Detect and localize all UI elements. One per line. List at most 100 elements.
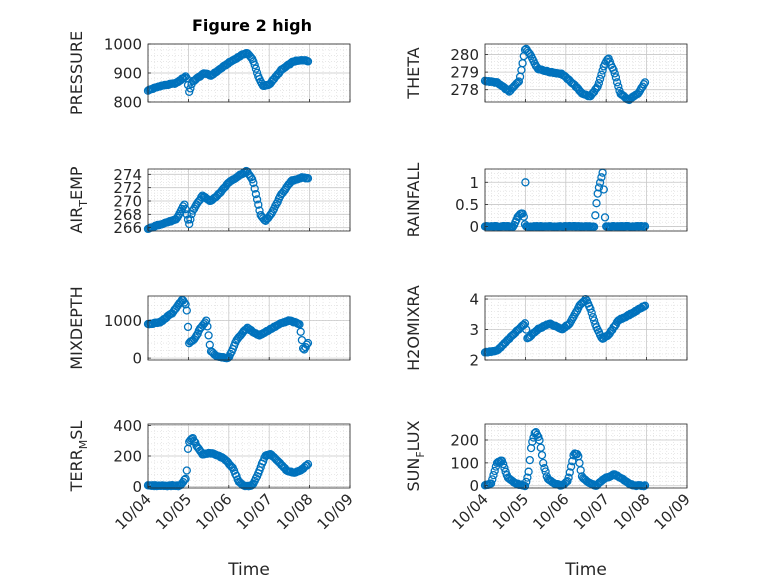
data-point [587,308,596,317]
axes-box [147,295,351,361]
y-tick-label: 266 [113,219,142,237]
data-point [180,475,189,484]
data-point [272,199,281,208]
data-point [597,173,606,182]
y-tick-label: 900 [113,65,142,83]
y-axis-label: THETA [404,47,423,99]
data-point [537,450,547,460]
data-point [250,60,259,70]
data-point [595,178,605,187]
data-point [514,77,524,86]
y-tick-label: 279 [450,64,479,82]
data-point [248,175,257,184]
y-tick-label: 278 [450,81,479,99]
data-point [295,320,304,329]
data-point [640,222,650,231]
data-point [486,479,496,488]
data-point [180,200,189,209]
data-point [189,437,199,446]
data-point [181,474,190,483]
data-point [592,84,601,93]
data-point [522,477,531,487]
y-tick-label: 0 [132,350,142,368]
y-tick-label: 1000 [104,36,142,54]
data-point [181,300,190,309]
data-point [252,195,262,204]
axes-box [484,295,688,361]
y-tick-label: 0.5 [455,196,479,214]
x-axis-label: Time [227,560,270,580]
data-point [302,340,311,349]
data-point [178,74,188,83]
data-point [251,189,261,199]
data-point [640,481,650,490]
x-tick-label: 10/05 [152,490,195,533]
data-point [639,80,648,89]
y-tick-label: 1 [469,174,479,192]
x-tick-label: 10/09 [314,490,357,533]
data-point [203,322,212,331]
y-axis-label: PRESSURE [67,31,86,115]
data-point [594,183,604,192]
y-tick-label: 0 [469,218,479,236]
data-point [519,320,528,330]
data-point [500,463,509,473]
y-axis-label: RAINFALL [404,163,423,238]
x-tick-label: 10/06 [529,490,572,533]
data-point [600,213,610,222]
data-point [182,466,191,475]
y-axis-label: AIRTEMP [67,166,90,233]
x-tick-label: 10/08 [610,490,653,533]
y-tick-label: 3 [469,321,479,339]
data-point [180,298,189,307]
data-point [525,455,534,465]
y-tick-label: 4 [469,291,479,309]
data-point [250,184,259,193]
y-tick-label: 274 [113,166,142,184]
data-point [571,308,581,317]
figure-title: Figure 2 high [192,16,312,35]
data-point [512,79,521,88]
y-tick-label: 200 [113,448,142,466]
data-point [523,473,532,482]
data-point [599,185,608,194]
data-point [303,338,313,348]
y-tick-label: 280 [450,46,479,64]
data-point [640,301,650,310]
y-tick-label: 2 [469,352,479,370]
data-point [566,462,576,471]
data-point [565,468,574,477]
data-point [541,467,550,476]
data-point [254,200,263,209]
y-axis-label: TERRMSL [67,421,90,493]
data-point [609,65,618,75]
data-point [614,82,623,91]
panel-terr-msl: 0 200 400 TERRMSL 10/0410/0510/0610/0710/081… [67,417,357,580]
data-point [589,222,599,231]
data-point [185,219,194,229]
y-tick-label: 200 [450,432,479,450]
x-tick-label: 10/05 [489,490,532,533]
panel-h2omixra: 2 3 4 H2OMIXRA [404,285,688,371]
panel-rainfall: 0 0.5 1 RAINFALL [404,163,688,238]
data-point [519,212,528,221]
data-point [522,325,531,334]
axes-box [484,168,688,232]
data-point [520,481,530,491]
y-tick-label: 400 [113,417,142,435]
axes-box [147,168,351,232]
y-tick-label: 270 [113,193,142,211]
data-point [499,459,508,469]
data-point [202,316,211,325]
y-axis-label: MIXDEPTH [67,286,86,369]
data-point [186,215,195,224]
data-point [592,199,601,208]
x-tick-label: 10/09 [651,490,694,533]
axes-box [484,423,688,489]
data-point [563,477,572,486]
data-point [539,458,548,468]
data-point [610,69,619,78]
data-point [251,64,261,73]
